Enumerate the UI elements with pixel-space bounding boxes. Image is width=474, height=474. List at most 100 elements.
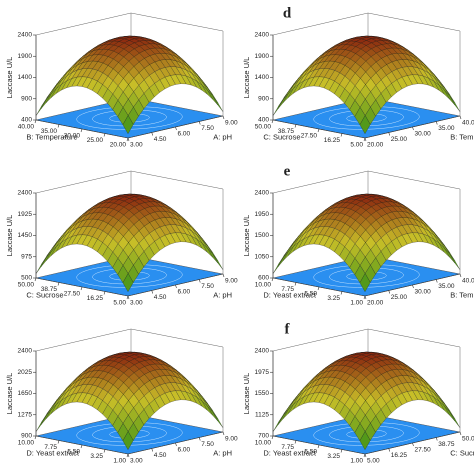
y-tick [340,291,343,295]
x-tick-label: 20.00 [367,300,384,307]
z-tick-label: 1900 [18,53,33,60]
z-tick-label: 1050 [255,253,270,260]
y-tick [340,449,343,453]
y-axis-label: C: Sucrose [26,291,63,300]
surface-patch [444,89,455,106]
x-axis-label: B: Temperature [450,132,474,141]
y-tick [271,277,274,282]
surface-patch [449,253,461,270]
x-axis-label: B: Temperature [450,290,474,299]
y-tick [103,291,106,295]
z-tick-label: 1450 [18,232,33,239]
y-tick [57,282,60,286]
z-tick-label: 1950 [255,211,270,218]
panel: 700 1125 1550 1975 2400 Laccase U/L 5.00 16.25 2… [242,321,474,464]
y-tick-label: 30.00 [64,133,81,140]
x-tick-label: 4.50 [154,136,167,143]
x-tick [127,137,130,142]
z-tick-label: 1500 [255,232,270,239]
z-tick-label: 2400 [18,190,33,197]
z-tick-label: 1550 [255,390,270,397]
y-tick-label: 16.25 [324,137,341,144]
z-tick-label: 700 [258,433,269,440]
surface-patch [283,246,294,261]
x-axis-label: A: pH [213,132,232,141]
y-tick [294,124,297,128]
surface-patch [212,95,224,112]
z-axis-label: Laccase U/L [5,373,14,415]
x-tick-label: 50.00 [462,436,474,443]
surface-patch [212,411,224,428]
z-tick-label: 1125 [255,411,269,418]
x-tick [198,279,201,283]
surface-patch [35,257,47,274]
x-tick-label: 6.00 [178,289,191,296]
x-tick-label: 40.00 [462,120,474,127]
x-tick [364,295,367,300]
y-tick [34,119,37,124]
y-tick [57,124,60,128]
x-tick-label: 6.00 [178,131,191,138]
surface-patch [272,99,284,116]
y-tick-label: 5.00 [113,300,126,307]
z-tick-label: 400 [21,117,32,124]
x-tick [198,437,201,441]
x-tick-label: 35.00 [438,125,455,132]
surface-patch [283,404,294,419]
y-tick-label: 3.25 [327,295,340,302]
y-axis-label: B: Temperature [26,133,77,142]
x-tick [222,115,225,120]
surface-patch [207,89,218,106]
surface-patch [41,251,52,267]
surface-patch [359,431,371,451]
surface-patch [212,253,224,270]
z-tick-label: 1925 [18,211,33,218]
surface-patch [444,247,455,264]
surface-patch [122,115,134,135]
panel: 400 900 1400 1900 2400 Laccase U/L 3.00 4.50 6.0… [5,12,238,149]
z-tick-label: 600 [258,275,269,282]
surface-patch [122,273,134,293]
x-tick-label: 3.00 [130,458,143,465]
surface-patch [449,95,461,112]
y-tick-label: 10.00 [255,440,272,447]
x-tick [151,132,154,136]
y-tick-label: 5.50 [67,449,80,456]
x-tick [459,431,462,436]
z-tick-label: 2400 [18,32,33,39]
y-tick-label: 10.00 [255,282,272,289]
z-tick-label: 900 [258,95,269,102]
y-tick-label: 27.50 [301,133,318,140]
x-tick [364,453,367,458]
y-tick-label: 3.25 [90,453,103,460]
x-tick [388,448,391,452]
x-axis-label: A: pH [213,290,232,299]
y-tick-label: 40.00 [18,124,35,131]
y-tick-label: 1.00 [113,458,126,465]
x-tick-label: 3.00 [130,300,143,307]
z-axis-label: Laccase U/L [5,57,14,99]
x-tick-label: 25.00 [391,136,408,143]
x-tick-label: 25.00 [391,294,408,301]
y-tick [363,295,366,300]
x-tick [151,448,154,452]
y-tick [34,277,37,282]
y-tick-label: 38.75 [278,128,295,135]
y-tick [80,444,83,449]
x-tick-label: 16.25 [391,452,408,459]
z-tick-label: 900 [21,433,32,440]
z-tick-label: 2025 [18,369,33,376]
y-tick [294,440,297,444]
x-tick [435,121,438,125]
y-tick-label: 50.00 [18,282,35,289]
x-tick-label: 9.00 [225,278,238,285]
x-tick-label: 3.00 [130,142,143,149]
z-tick-label: 1400 [255,74,270,81]
x-axis-label: C: Sucrose [450,448,474,457]
x-tick [175,126,177,131]
y-tick [363,453,366,458]
x-tick-label: 27.50 [415,447,432,454]
x-tick [175,442,177,447]
surface-patch [272,415,284,432]
